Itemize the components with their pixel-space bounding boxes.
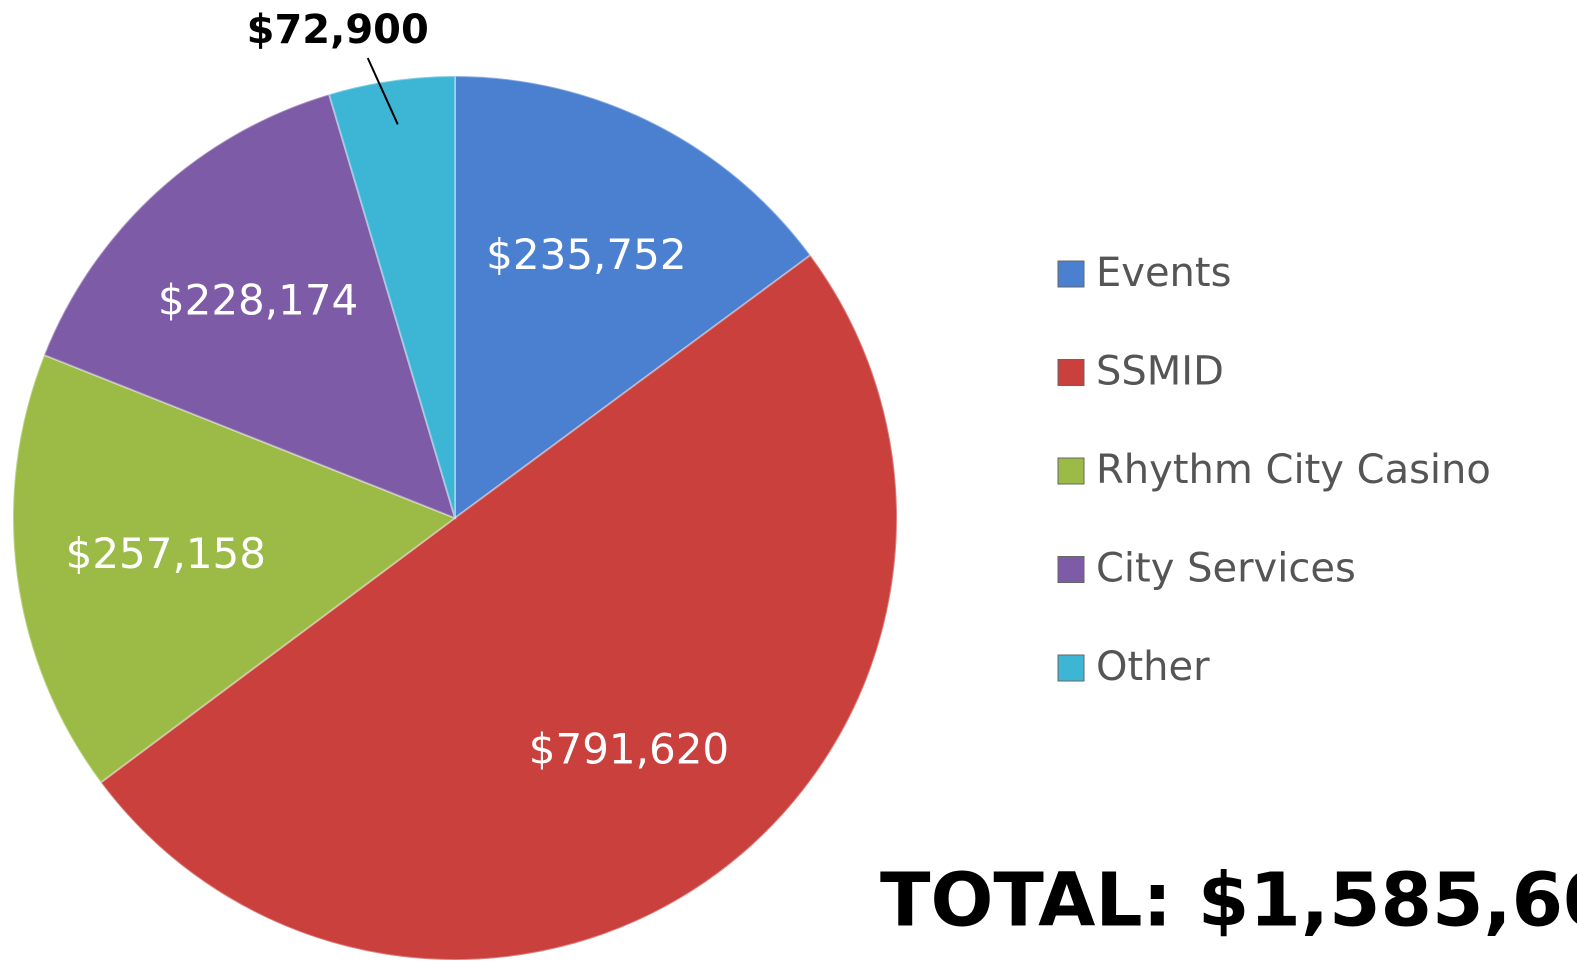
value-label: $235,752 <box>486 230 686 279</box>
value-label: $228,174 <box>158 275 358 324</box>
legend-label: City Services <box>1096 546 1356 592</box>
legend-label: Other <box>1096 644 1210 690</box>
pie-slice <box>454 74 812 520</box>
leader-line <box>366 57 399 125</box>
value-label: $72,900 <box>247 7 429 53</box>
value-label: $257,158 <box>66 529 266 578</box>
legend-swatch <box>1057 359 1085 386</box>
pie-slice <box>12 353 458 784</box>
value-label: $791,620 <box>529 725 729 774</box>
pie-slice <box>99 253 898 961</box>
legend-swatch <box>1057 457 1085 485</box>
pie-slice <box>42 93 457 520</box>
pie-slice <box>327 74 456 519</box>
legend-label: Rhythm City Casino <box>1096 447 1491 493</box>
legend-swatch <box>1057 556 1085 583</box>
legend-label: SSMID <box>1096 349 1224 395</box>
legend-swatch <box>1057 654 1085 682</box>
legend-label: Events <box>1096 250 1231 296</box>
legend-swatch <box>1057 260 1085 288</box>
total-annotation: TOTAL: $1,585,604 <box>880 858 1577 944</box>
